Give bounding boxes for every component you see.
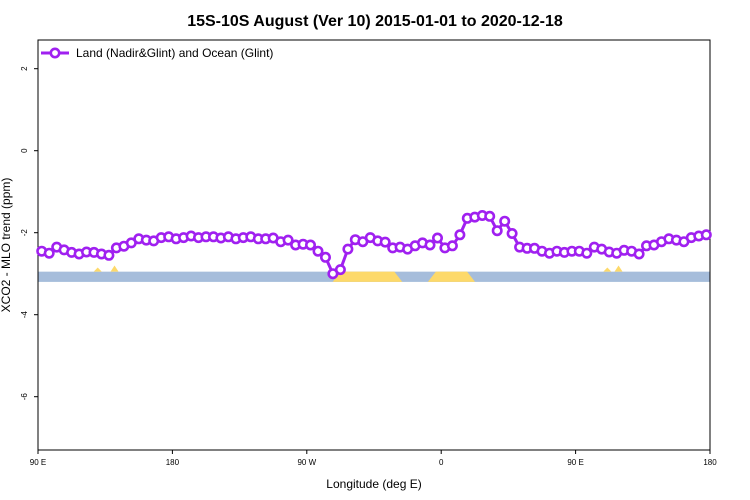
data-point <box>491 225 503 237</box>
data-point <box>454 229 466 241</box>
plot-frame <box>37 39 711 451</box>
data-point <box>431 232 443 244</box>
data-point <box>499 215 511 227</box>
data-point <box>424 239 436 251</box>
data-point <box>103 249 115 261</box>
data-point <box>446 240 458 252</box>
x-tick-label: 180 <box>703 458 717 467</box>
data-point <box>282 234 294 246</box>
land-segment <box>332 271 403 282</box>
data-point <box>342 243 354 255</box>
data-point <box>506 228 518 240</box>
data-point <box>43 247 55 259</box>
land-segment <box>427 271 476 282</box>
x-axis: 90 E 180 90 W 0 90 E 180 <box>30 450 717 467</box>
data-point <box>334 264 346 276</box>
data-point <box>700 229 712 241</box>
data-point <box>304 239 316 251</box>
x-tick-label: 90 E <box>30 458 46 467</box>
x-tick-label: 0 <box>439 458 444 467</box>
x-tick-label: 90 W <box>297 458 316 467</box>
legend-marker <box>49 47 61 59</box>
series-layer <box>36 210 712 280</box>
x-axis-label: Longitude (deg E) <box>326 477 421 491</box>
data-point <box>484 210 496 222</box>
data-point <box>312 245 324 257</box>
land-spike <box>614 265 623 272</box>
y-axis-label: XCO2 - MLO trend (ppm) <box>0 178 13 313</box>
y-tick-label: -2 <box>20 229 29 237</box>
chart-title: 15S-10S August (Ver 10) 2015-01-01 to 20… <box>187 13 563 30</box>
data-point <box>319 251 331 263</box>
land-spike <box>110 265 119 272</box>
x-tick-label: 180 <box>166 458 180 467</box>
y-tick-label: -6 <box>20 393 29 401</box>
data-point <box>379 236 391 248</box>
y-tick-label: 2 <box>20 66 29 71</box>
y-tick-label: 0 <box>20 148 29 153</box>
land-spike <box>603 267 612 272</box>
legend-label: Land (Nadir&Glint) and Ocean (Glint) <box>76 46 273 60</box>
x-tick-label: 90 E <box>567 458 583 467</box>
land-spike <box>93 267 102 272</box>
data-point <box>633 248 645 260</box>
land-ocean-strip <box>38 265 710 282</box>
data-point <box>581 247 593 259</box>
y-tick-label: -4 <box>20 311 29 319</box>
y-axis: 2 0 -2 -4 -6 <box>20 66 38 400</box>
legend: Land (Nadir&Glint) and Ocean (Glint) <box>41 46 273 60</box>
